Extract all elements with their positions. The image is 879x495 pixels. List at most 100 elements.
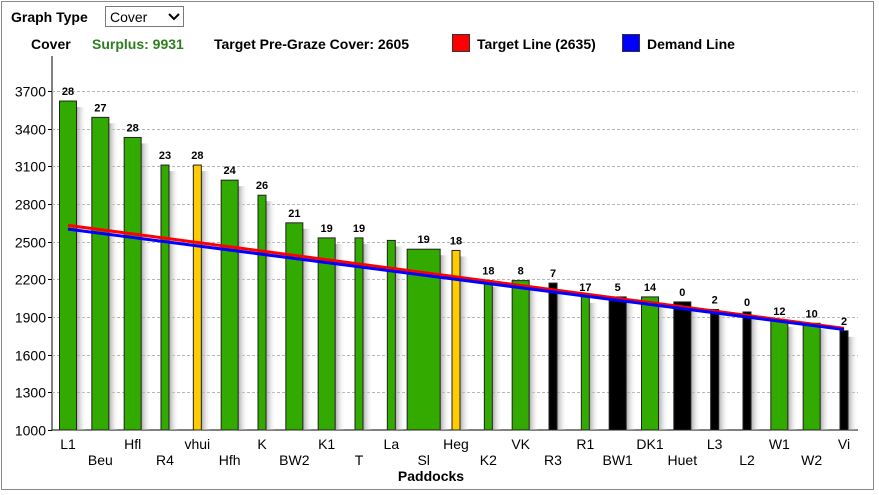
bar-vhui: [192, 164, 202, 431]
bar-value-label: 5: [615, 282, 621, 294]
x-tick-label: La: [384, 436, 400, 452]
y-tick-label: 1600: [15, 348, 46, 364]
bar-R3: [548, 282, 558, 431]
bar-shadow: [690, 307, 701, 430]
bar-shadow: [238, 186, 249, 430]
graph-type-select[interactable]: Cover: [105, 6, 184, 27]
bar-L2: [742, 311, 752, 431]
bar-shadow: [848, 336, 858, 430]
bar-value-label: 8: [518, 266, 524, 278]
x-tick-label: BW1: [602, 452, 633, 468]
x-tick-label: DK1: [636, 436, 663, 452]
bar-value-label: 0: [744, 297, 750, 309]
bar-W2: [802, 322, 821, 431]
bar-value-label: 7: [550, 268, 556, 280]
bar-Hfl: [123, 136, 142, 431]
bar-value-label: 18: [450, 235, 462, 247]
x-axis-title: Paddocks: [398, 468, 464, 484]
bar-shadow: [266, 201, 276, 430]
bar-Heg: [451, 249, 461, 431]
x-tick-label: VK: [511, 436, 530, 452]
x-tick-label: K2: [480, 452, 497, 468]
bar-value-label: 19: [321, 223, 333, 235]
bar-value-label: 27: [94, 102, 106, 114]
x-tick-label: Huet: [668, 452, 698, 468]
bar-value-label: 17: [579, 282, 591, 294]
bar-value-label: 2: [712, 294, 718, 306]
bar-shadow: [460, 256, 470, 430]
bar-value-label: 14: [644, 282, 657, 294]
bar-value-label: 28: [127, 122, 139, 134]
x-tick-label: L1: [60, 436, 76, 452]
bar-value-label: 12: [773, 306, 785, 318]
x-tick-label: BW2: [279, 452, 310, 468]
bar-La: [386, 239, 396, 431]
bar-value-label: 28: [62, 86, 74, 98]
target-line: [67, 223, 845, 330]
bar-shadow: [751, 317, 761, 430]
bar-value-label: 2: [841, 316, 847, 328]
x-tick-label: Hfl: [124, 436, 141, 452]
bar-shadow: [201, 171, 212, 431]
bar-shadow: [718, 315, 729, 430]
bar-shadow: [141, 143, 152, 430]
bar-shadow: [492, 286, 503, 430]
x-tick-label: Vi: [838, 436, 850, 452]
bar-shadow: [529, 286, 540, 430]
bar-value-label: 19: [418, 234, 430, 246]
y-tick-label: 2500: [15, 235, 46, 251]
demand-line-swatch: [622, 34, 640, 52]
bar-value-label: 0: [679, 287, 685, 299]
x-tick-label: Beu: [88, 452, 113, 468]
bar-L1: [59, 100, 77, 431]
bar-shadow: [169, 171, 179, 431]
bar-shadow: [108, 123, 119, 430]
bar-shadow: [335, 243, 346, 430]
graph-type-value: Cover: [110, 8, 148, 25]
bar-value-label: 10: [806, 308, 818, 320]
y-tick-label: 3100: [15, 159, 46, 175]
bar-BW2: [285, 222, 304, 431]
bar-value-label: 26: [256, 180, 268, 192]
bar-Vi: [839, 330, 849, 431]
x-tick-label: K: [257, 436, 267, 452]
x-tick-label: Hfh: [219, 452, 241, 468]
x-tick-label: W1: [769, 436, 790, 452]
bar-shadow: [302, 228, 313, 430]
x-tick-label: Heg: [443, 436, 469, 452]
y-tick-label: 1300: [15, 385, 46, 401]
x-tick-label: R3: [544, 452, 562, 468]
bar-DK1: [641, 296, 659, 431]
y-tick-label: 2200: [15, 272, 46, 288]
bar-L3: [710, 308, 720, 431]
target-line-swatch: [452, 34, 470, 52]
bar-shadow: [557, 289, 567, 430]
bar-Huet: [673, 301, 692, 431]
y-tick-label: 3400: [15, 122, 46, 138]
bar-K2: [483, 280, 493, 431]
bar-value-label: 18: [482, 266, 494, 278]
bar-shadow: [589, 302, 600, 430]
bar-value-label: 21: [288, 208, 300, 220]
x-tick-label: R4: [156, 452, 174, 468]
bar-VK: [511, 280, 530, 431]
bar-shadow: [363, 243, 373, 430]
y-tick-label: 1000: [15, 423, 46, 439]
bar-value-label: 19: [353, 223, 365, 235]
x-tick-label: K1: [318, 436, 335, 452]
bar-BW1: [608, 296, 627, 431]
bar-value-label: 24: [224, 165, 237, 177]
x-tick-label: L2: [739, 452, 755, 468]
x-tick-label: L3: [707, 436, 723, 452]
bar-Sl: [406, 248, 441, 431]
y-tick-label: 2800: [15, 197, 46, 213]
x-tick-label: Sl: [417, 452, 429, 468]
bar-shadow: [440, 255, 451, 430]
bar-W1: [770, 320, 789, 431]
demand-line-legend: Demand Line: [647, 36, 735, 52]
bar-Beu: [91, 116, 110, 431]
y-tick-label: 1900: [15, 310, 46, 326]
bar-Hfh: [220, 179, 239, 431]
bar-R4: [160, 164, 170, 431]
surplus-value: Surplus: 9931: [92, 36, 184, 52]
